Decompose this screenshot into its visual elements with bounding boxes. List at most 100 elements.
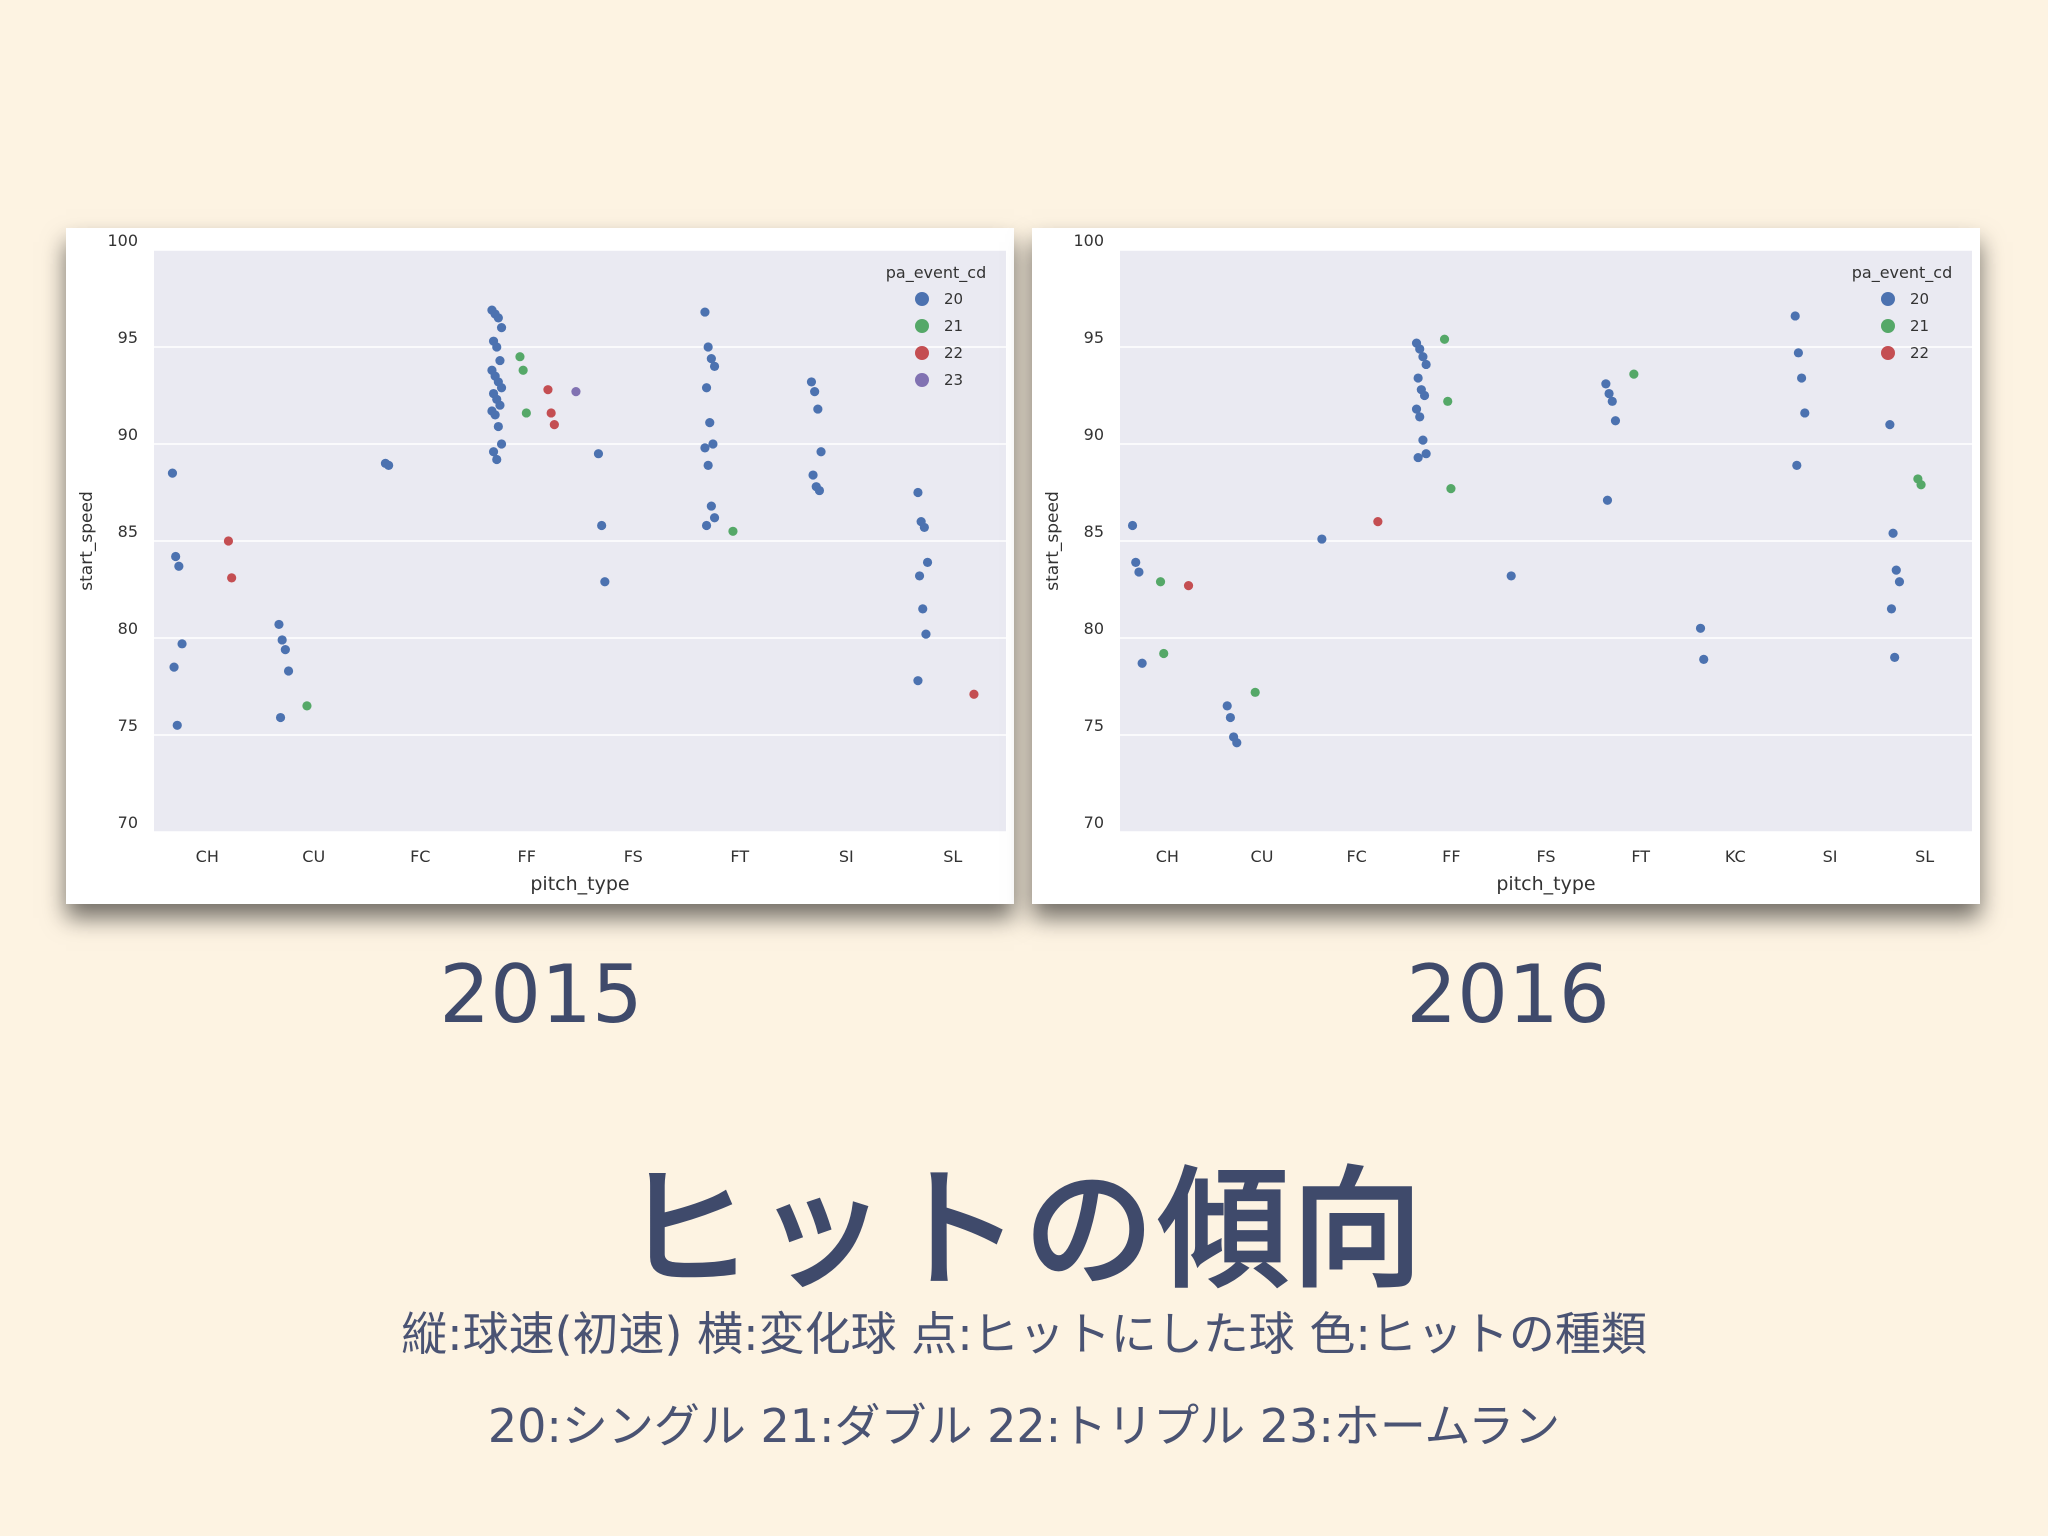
data-point-20 (177, 639, 187, 649)
data-point-20 (705, 418, 715, 428)
data-point-20 (496, 439, 507, 449)
x-axis-label: pitch_type (530, 873, 629, 895)
data-point-20 (1886, 604, 1897, 614)
data-point-20 (814, 485, 825, 496)
chart-panel-2015: 70 75 80 85 90 95 100 CH CU FC FF FS FT SI SL pitch_typ… (66, 228, 1014, 904)
scatter-chart-2015: 70 75 80 85 90 95 100 CH CU FC FF FS FT SI SL pitch_typ… (77, 231, 1006, 895)
data-point-20 (1413, 373, 1423, 383)
data-point-20 (1232, 738, 1242, 748)
x-tick-label: SI (1823, 847, 1838, 866)
data-point-20 (810, 387, 820, 397)
data-point-20 (600, 577, 610, 587)
legend-marker-20 (1881, 292, 1895, 306)
data-point-20 (1131, 557, 1141, 567)
x-tick-label: FC (410, 847, 430, 866)
data-point-23 (571, 387, 581, 397)
data-point-20 (593, 449, 604, 459)
data-point-21 (1159, 648, 1169, 659)
y-tick-label: 80 (118, 619, 138, 638)
data-point-20 (1885, 420, 1895, 430)
x-tick-label: CH (196, 847, 219, 866)
data-point-20 (597, 520, 607, 531)
data-point-22 (1183, 581, 1194, 591)
data-point-22 (549, 420, 559, 430)
x-axis-label: pitch_type (1496, 873, 1595, 895)
x-tick-label: FT (730, 847, 749, 866)
data-point-20 (280, 645, 290, 655)
data-point-22 (546, 408, 556, 418)
data-point-22 (1373, 517, 1383, 527)
data-point-20 (708, 439, 718, 449)
data-point-20 (1225, 712, 1235, 723)
legend-marker-21 (915, 319, 929, 333)
data-point-20 (274, 619, 284, 630)
data-point-21 (1446, 484, 1456, 494)
x-tick-label: SL (1915, 847, 1934, 866)
data-point-20 (1891, 565, 1901, 575)
data-point-21 (1629, 369, 1639, 379)
data-point-20 (1790, 311, 1800, 321)
x-tick-label: KC (1725, 847, 1746, 866)
data-point-20 (701, 383, 712, 393)
y-tick-label: 100 (1073, 231, 1104, 250)
data-point-20 (1610, 416, 1621, 426)
data-point-20 (1415, 412, 1425, 422)
data-point-20 (495, 355, 505, 366)
data-point-21 (515, 352, 525, 362)
data-point-20 (706, 354, 716, 364)
data-point-20 (275, 712, 286, 723)
legend-marker-20 (915, 292, 929, 306)
data-point-22 (969, 689, 979, 699)
legend-marker-23 (915, 373, 929, 387)
data-point-20 (169, 662, 179, 672)
data-point-20 (167, 468, 178, 478)
data-point-20 (1607, 396, 1617, 406)
data-point-22 (543, 385, 553, 395)
data-point-22 (227, 573, 237, 583)
data-point-20 (918, 604, 928, 614)
y-tick-label: 90 (1084, 425, 1104, 444)
x-tick-label: FS (624, 847, 643, 866)
data-point-20 (709, 361, 720, 371)
year-label-2016: 2016 (1406, 948, 1610, 1041)
data-point-20 (913, 676, 923, 686)
data-point-20 (706, 501, 716, 511)
data-point-20 (488, 447, 499, 457)
data-point-20 (703, 342, 713, 352)
y-tick-label: 90 (118, 425, 138, 444)
legend-label-20: 20 (944, 290, 963, 308)
x-tick-label: SL (943, 847, 962, 866)
year-label-2015: 2015 (439, 948, 643, 1041)
chart-panel-2016: 70 75 80 85 90 95 100 CH CU FC FF FS FT KC SI SL pitch_t… (1032, 228, 1980, 904)
data-point-20 (1792, 460, 1802, 470)
data-point-20 (174, 561, 184, 571)
data-point-20 (1127, 520, 1138, 531)
data-point-20 (1134, 567, 1144, 577)
data-point-20 (921, 629, 931, 639)
scatter-chart-2016: 70 75 80 85 90 95 100 CH CU FC FF FS FT KC SI SL pitch_t… (1043, 231, 1972, 895)
x-tick-label: FF (1442, 847, 1460, 866)
data-point-20 (1418, 435, 1428, 445)
data-point-20 (496, 383, 507, 393)
x-tick-label: FC (1346, 847, 1366, 866)
y-tick-label: 75 (118, 716, 138, 735)
data-point-20 (700, 443, 710, 453)
data-point-20 (171, 551, 181, 562)
data-point-20 (1413, 452, 1423, 463)
data-point-20 (1506, 571, 1516, 581)
y-axis-label: start_speed (77, 491, 97, 590)
legend-label-21: 21 (944, 317, 963, 335)
legend-label-20: 20 (1910, 290, 1929, 308)
data-point-20 (277, 635, 287, 645)
y-tick-label: 70 (118, 813, 138, 832)
data-point-21 (1916, 480, 1926, 490)
data-point-21 (302, 701, 312, 711)
data-point-20 (1602, 495, 1613, 505)
data-point-21 (518, 365, 528, 375)
data-point-20 (1137, 658, 1147, 668)
data-point-20 (813, 404, 823, 414)
data-point-20 (1421, 449, 1431, 459)
data-point-20 (490, 410, 500, 420)
data-point-20 (1415, 344, 1425, 354)
legend-title: pa_event_cd (886, 263, 986, 283)
